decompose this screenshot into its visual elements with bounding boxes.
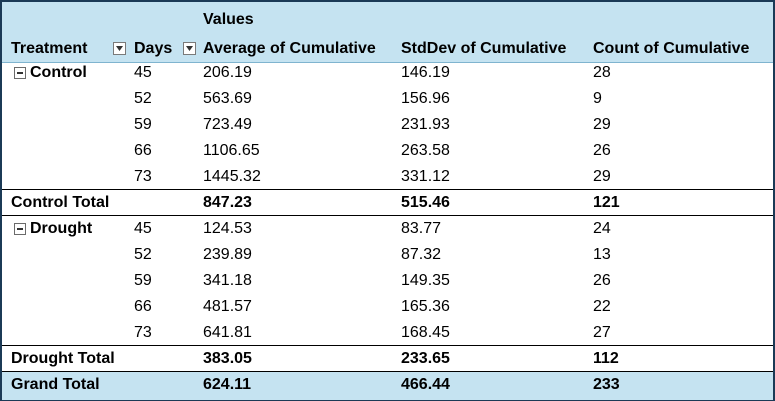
- avg-cell[interactable]: 383.05: [203, 350, 252, 367]
- count-cell[interactable]: 26: [593, 272, 611, 289]
- stddev-cell[interactable]: 263.58: [401, 142, 450, 159]
- days-cell[interactable]: 45: [134, 220, 152, 237]
- days-cell[interactable]: 73: [134, 324, 152, 341]
- table-row: Control 45 206.19 146.19 28: [2, 60, 773, 86]
- count-header: Count of Cumulative: [593, 40, 750, 57]
- count-cell[interactable]: 29: [593, 168, 611, 185]
- table-row: 73 641.81 168.45 27: [2, 320, 773, 346]
- count-cell[interactable]: 233: [593, 376, 620, 393]
- count-cell[interactable]: 112: [593, 350, 619, 367]
- subtotal-label[interactable]: Drought Total: [11, 350, 115, 367]
- avg-cell[interactable]: 206.19: [203, 64, 252, 81]
- table-row: 66 481.57 165.36 22: [2, 294, 773, 320]
- days-cell[interactable]: 66: [134, 298, 152, 315]
- avg-cell[interactable]: 641.81: [203, 324, 252, 341]
- stddev-header: StdDev of Cumulative: [401, 40, 567, 57]
- collapse-icon[interactable]: [14, 223, 26, 235]
- stddev-cell[interactable]: 331.12: [401, 168, 450, 185]
- avg-cell[interactable]: 341.18: [203, 272, 252, 289]
- days-cell[interactable]: 59: [134, 272, 152, 289]
- stddev-cell[interactable]: 165.36: [401, 298, 450, 315]
- chevron-down-icon: [116, 46, 123, 51]
- stddev-cell[interactable]: 466.44: [401, 376, 450, 393]
- stddev-cell[interactable]: 146.19: [401, 64, 450, 81]
- table-row: 59 723.49 231.93 29: [2, 112, 773, 138]
- avg-cell[interactable]: 563.69: [203, 90, 252, 107]
- subtotal-label[interactable]: Control Total: [11, 194, 110, 211]
- stddev-cell[interactable]: 87.32: [401, 246, 442, 263]
- subtotal-row: Control Total 847.23 515.46 121: [2, 189, 773, 216]
- avg-cell[interactable]: 624.11: [203, 376, 252, 393]
- subtotal-row: Drought Total 383.05 233.65 112: [2, 345, 773, 372]
- table-row: Drought 45 124.53 83.77 24: [2, 215, 773, 242]
- chevron-down-icon: [186, 46, 193, 51]
- days-header: Days: [134, 40, 173, 57]
- count-cell[interactable]: 121: [593, 194, 620, 211]
- stddev-cell[interactable]: 231.93: [401, 116, 450, 133]
- stddev-cell[interactable]: 156.96: [401, 90, 450, 107]
- table-row: 59 341.18 149.35 26: [2, 268, 773, 294]
- count-cell[interactable]: 28: [593, 64, 611, 81]
- days-cell[interactable]: 59: [134, 116, 152, 133]
- stddev-cell[interactable]: 168.45: [401, 324, 450, 341]
- avg-cell[interactable]: 124.53: [203, 220, 252, 237]
- days-cell[interactable]: 45: [134, 64, 152, 81]
- count-cell[interactable]: 26: [593, 142, 611, 159]
- collapse-icon[interactable]: [14, 67, 26, 79]
- avg-cell[interactable]: 1106.65: [203, 142, 260, 159]
- avg-cell[interactable]: 723.49: [203, 116, 252, 133]
- count-cell[interactable]: 13: [593, 246, 611, 263]
- avg-cell[interactable]: 239.89: [203, 246, 252, 263]
- days-cell[interactable]: 52: [134, 246, 152, 263]
- days-cell[interactable]: 73: [134, 168, 152, 185]
- avg-cell[interactable]: 847.23: [203, 194, 252, 211]
- values-header: Values: [203, 11, 254, 28]
- count-cell[interactable]: 27: [593, 324, 611, 341]
- table-row: 66 1106.65 263.58 26: [2, 138, 773, 164]
- stddev-cell[interactable]: 149.35: [401, 272, 450, 289]
- table-row: 52 563.69 156.96 9: [2, 86, 773, 112]
- count-cell[interactable]: 24: [593, 220, 611, 237]
- grand-total-label[interactable]: Grand Total: [11, 376, 100, 393]
- group-label[interactable]: Control: [30, 64, 87, 81]
- days-cell[interactable]: 66: [134, 142, 152, 159]
- treatment-filter-dropdown[interactable]: [113, 42, 126, 55]
- grand-total-row: Grand Total 624.11 466.44 233: [2, 371, 773, 400]
- stddev-cell[interactable]: 233.65: [401, 350, 450, 367]
- column-header-row: Treatment Days Average of Cumulative Std…: [2, 33, 773, 63]
- stddev-cell[interactable]: 83.77: [401, 220, 442, 237]
- count-cell[interactable]: 22: [593, 298, 611, 315]
- avg-cell[interactable]: 1445.32: [203, 168, 261, 185]
- avg-header: Average of Cumulative: [203, 40, 376, 57]
- days-filter-dropdown[interactable]: [183, 42, 196, 55]
- values-header-row: Values: [2, 7, 773, 33]
- table-row: 73 1445.32 331.12 29: [2, 164, 773, 190]
- count-cell[interactable]: 29: [593, 116, 611, 133]
- group-label[interactable]: Drought: [30, 220, 93, 237]
- header-background: [2, 2, 773, 33]
- table-row: 52 239.89 87.32 13: [2, 242, 773, 268]
- count-cell[interactable]: 9: [593, 90, 602, 107]
- stddev-cell[interactable]: 515.46: [401, 194, 450, 211]
- treatment-header: Treatment: [11, 40, 88, 57]
- avg-cell[interactable]: 481.57: [203, 298, 252, 315]
- days-cell[interactable]: 52: [134, 90, 152, 107]
